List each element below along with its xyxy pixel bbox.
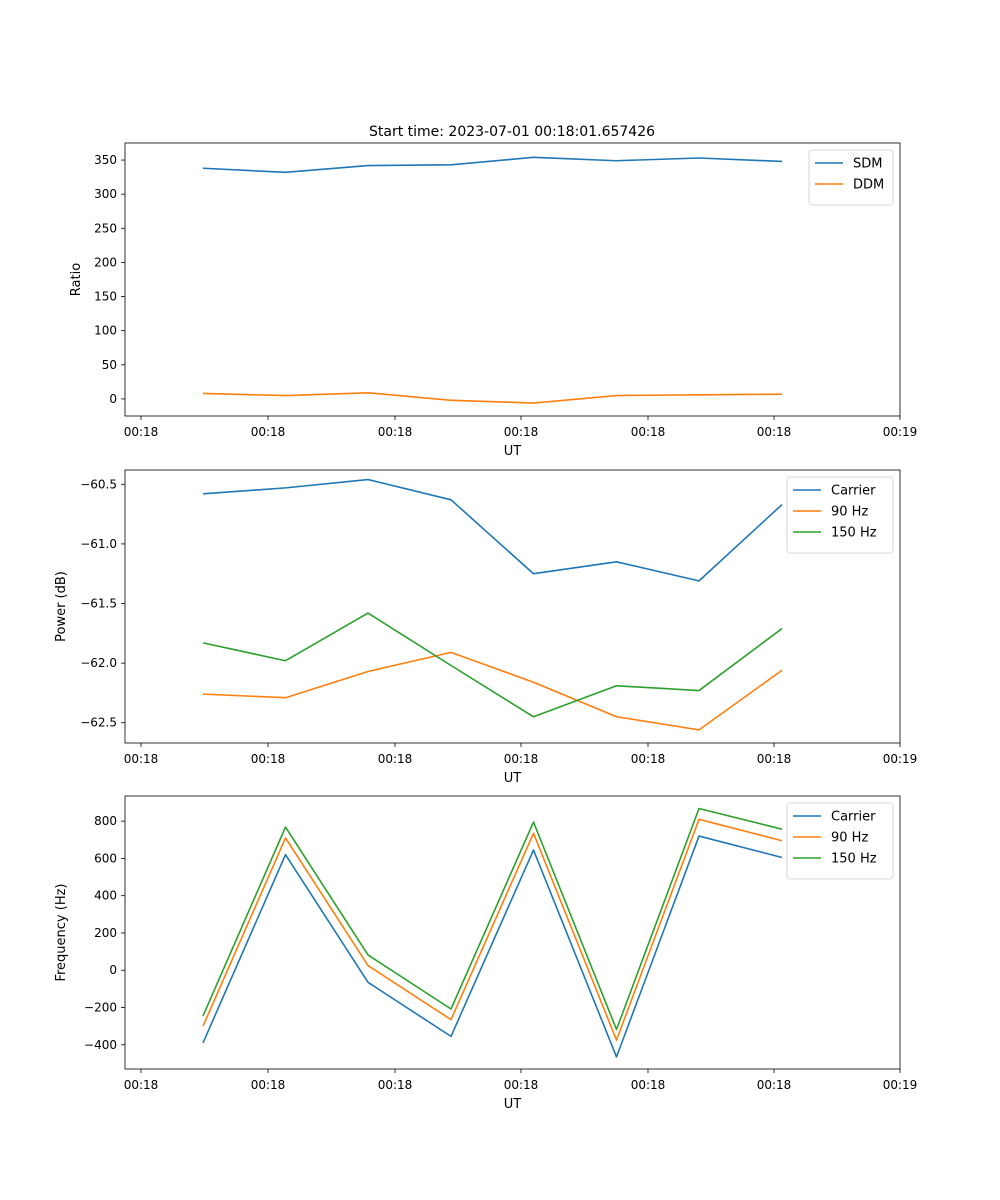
x-tick-label: 00:18	[251, 1078, 286, 1092]
x-axis-label: UT	[504, 444, 522, 459]
axes-frame	[124, 469, 901, 744]
legend-label: SDM	[853, 157, 882, 172]
y-tick-label: 350	[94, 153, 117, 167]
series-line-150-hz	[202, 807, 783, 1031]
x-tick-label: 00:18	[757, 752, 792, 766]
legend-label: DDM	[853, 178, 884, 193]
series-line-150-hz	[202, 612, 783, 718]
y-tick-label: 100	[94, 324, 117, 338]
legend-label: Carrier	[831, 810, 876, 825]
x-tick-label: 00:18	[757, 1078, 792, 1092]
x-tick-label: 00:19	[883, 425, 918, 439]
x-tick-label: 00:18	[251, 425, 286, 439]
x-tick-label: 00:18	[504, 752, 539, 766]
y-tick-label: 200	[94, 255, 117, 269]
y-tick-label: −200	[84, 1001, 117, 1015]
y-tick-label: −61.5	[80, 597, 117, 611]
y-tick-label: −62.5	[80, 716, 117, 730]
y-axis-label: Frequency (Hz)	[54, 883, 69, 981]
legend-label: 90 Hz	[831, 505, 868, 520]
legend-box	[786, 476, 894, 554]
x-axis-label: UT	[504, 1097, 522, 1112]
x-tick-label: 00:18	[757, 425, 792, 439]
y-tick-label: −400	[84, 1038, 117, 1052]
y-tick-label: 250	[94, 221, 117, 235]
x-tick-label: 00:18	[378, 425, 413, 439]
x-tick-label: 00:19	[883, 1078, 918, 1092]
series-line-sdm	[202, 156, 783, 174]
y-axis-label: Power (dB)	[54, 571, 69, 642]
x-tick-label: 00:18	[631, 425, 666, 439]
y-tick-label: 400	[94, 889, 117, 903]
y-tick-label: 0	[109, 392, 117, 406]
x-tick-label: 00:18	[124, 1078, 159, 1092]
x-tick-label: 00:18	[378, 752, 413, 766]
x-tick-label: 00:18	[124, 425, 159, 439]
axes-frame	[124, 795, 901, 1070]
y-tick-label: 150	[94, 290, 117, 304]
panel-2: −62.5 −62.0 −61.5 −61.0 −60.5 00:18 00:18 00:18…	[54, 469, 918, 786]
panel-3: −400 −200 0 200 400 600 800 00:18 00:18 00:18 00:1…	[54, 795, 918, 1112]
panel-1: 0 50 100 150 200 250 300 350 00:18 00:18 00:18 00:1…	[69, 142, 918, 459]
series-line-ddm	[202, 391, 783, 404]
y-tick-label: −62.0	[80, 656, 117, 670]
legend: Carrier 90 Hz 150 Hz	[786, 802, 894, 880]
y-tick-label: 800	[94, 814, 117, 828]
y-tick-label: 600	[94, 851, 117, 865]
x-tick-label: 00:18	[631, 752, 666, 766]
y-tick-label: −61.0	[80, 537, 117, 551]
x-tick-label: 00:19	[883, 752, 918, 766]
x-axis-label: UT	[504, 771, 522, 786]
x-tick-label: 00:18	[124, 752, 159, 766]
series-line-90-hz	[202, 818, 783, 1041]
legend-label: 150 Hz	[831, 852, 877, 867]
x-tick-label: 00:18	[504, 425, 539, 439]
legend-label: 150 Hz	[831, 526, 877, 541]
y-tick-label: 200	[94, 926, 117, 940]
series-line-carrier	[202, 835, 783, 1058]
chart-title: Start time: 2023-07-01 00:18:01.657426	[369, 124, 655, 140]
x-tick-label: 00:18	[631, 1078, 666, 1092]
series-line-carrier	[202, 478, 783, 582]
legend-label: 90 Hz	[831, 831, 868, 846]
legend: Carrier 90 Hz 150 Hz	[786, 476, 894, 554]
legend-box	[786, 802, 894, 880]
y-axis-label: Ratio	[69, 263, 84, 296]
y-tick-label: 0	[109, 963, 117, 977]
axes-frame	[124, 142, 901, 417]
series-line-90-hz	[202, 651, 783, 731]
x-tick-label: 00:18	[251, 752, 286, 766]
legend: SDM DDM	[808, 149, 894, 206]
y-tick-label: 300	[94, 187, 117, 201]
legend-label: Carrier	[831, 484, 876, 499]
y-tick-label: −60.5	[80, 477, 117, 491]
x-tick-label: 00:18	[378, 1078, 413, 1092]
x-tick-label: 00:18	[504, 1078, 539, 1092]
y-tick-label: 50	[102, 358, 117, 372]
